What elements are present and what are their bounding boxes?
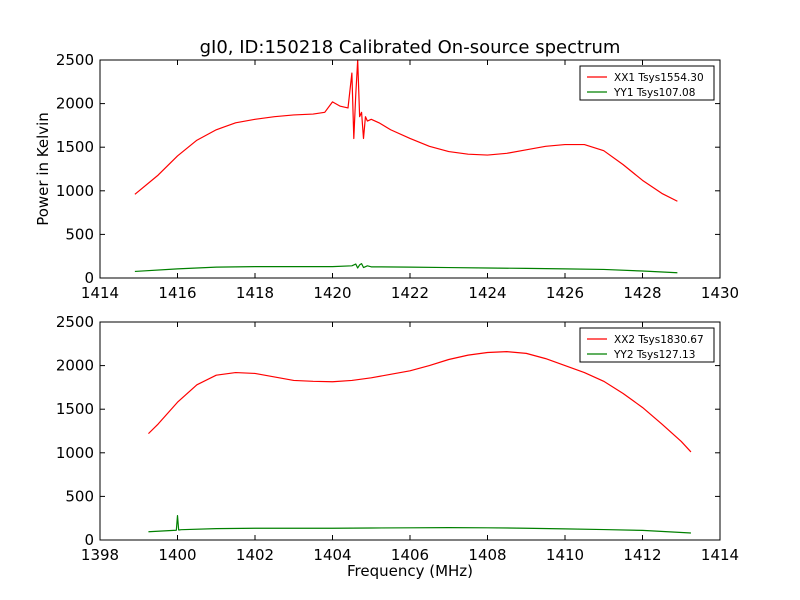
top-x-tick-label: 1416 bbox=[158, 284, 196, 302]
top-legend-label-1: XX1 Tsys1554.30 bbox=[614, 72, 704, 84]
bottom-x-tick-label: 1406 bbox=[391, 546, 429, 564]
bottom-x-tick-label: 1398 bbox=[81, 546, 119, 564]
top-x-tick-label: 1414 bbox=[81, 284, 119, 302]
bottom-y-tick-label: 500 bbox=[65, 487, 94, 505]
x-axis-label: Frequency (MHz) bbox=[347, 562, 473, 580]
top-legend-box bbox=[579, 65, 715, 101]
chart-title: gI0, ID:150218 Calibrated On-source spec… bbox=[200, 37, 621, 58]
top-y-tick-label: 0 bbox=[84, 269, 94, 287]
top-x-tick-label: 1424 bbox=[468, 284, 506, 302]
top-series-line-1 bbox=[134, 59, 678, 202]
bottom-x-tick-label: 1400 bbox=[158, 546, 196, 564]
top-x-tick-label: 1428 bbox=[623, 284, 661, 302]
bottom-legend-label-1: XX2 Tsys1830.67 bbox=[614, 334, 704, 346]
top-legend-label-2: YY1 Tsys107.08 bbox=[613, 87, 695, 99]
top-legend: XX1 Tsys1554.30 YY1 Tsys107.08 bbox=[579, 65, 715, 101]
bottom-y-tick-label: 2000 bbox=[56, 357, 94, 375]
bottom-x-tick-label: 1404 bbox=[313, 546, 351, 564]
top-series-line-2 bbox=[134, 263, 678, 274]
top-y-tick-label: 500 bbox=[65, 225, 94, 243]
bottom-legend-box bbox=[579, 327, 715, 363]
top-x-tick-label: 1422 bbox=[391, 284, 429, 302]
bottom-series-line-2 bbox=[148, 514, 691, 534]
bottom-x-tick-label: 1402 bbox=[236, 546, 274, 564]
bottom-legend-label-2: YY2 Tsys127.13 bbox=[613, 349, 695, 361]
top-y-tick-label: 2000 bbox=[56, 95, 94, 113]
bottom-x-tick-label: 1412 bbox=[623, 546, 661, 564]
top-y-tick-label: 2500 bbox=[56, 51, 94, 69]
bottom-x-tick-label: 1410 bbox=[546, 546, 584, 564]
top-x-tick-label: 1430 bbox=[701, 284, 739, 302]
bottom-series-line-1 bbox=[148, 351, 692, 453]
bottom-x-tick-label: 1414 bbox=[701, 546, 739, 564]
bottom-plot-axes: 1398 1400 1402 1404 1406 1408 1410 1412 1414 0 500… bbox=[56, 313, 739, 564]
top-x-tick-label: 1426 bbox=[546, 284, 584, 302]
top-y-tick-label: 1500 bbox=[56, 138, 94, 156]
bottom-y-tick-label: 0 bbox=[84, 531, 94, 549]
top-plot-axes: 1414 1416 1418 1420 1422 1424 1426 1428 1430 0 500… bbox=[56, 51, 739, 302]
bottom-x-tick-label: 1408 bbox=[468, 546, 506, 564]
top-y-tick-label: 1000 bbox=[56, 182, 94, 200]
bottom-y-tick-label: 1500 bbox=[56, 400, 94, 418]
top-x-tick-label: 1418 bbox=[236, 284, 274, 302]
bottom-legend: XX2 Tsys1830.67 YY2 Tsys127.13 bbox=[579, 327, 715, 363]
y-axis-label: Power in Kelvin bbox=[34, 112, 52, 226]
bottom-y-tick-label: 2500 bbox=[56, 313, 94, 331]
top-x-tick-label: 1420 bbox=[313, 284, 351, 302]
bottom-y-tick-label: 1000 bbox=[56, 444, 94, 462]
